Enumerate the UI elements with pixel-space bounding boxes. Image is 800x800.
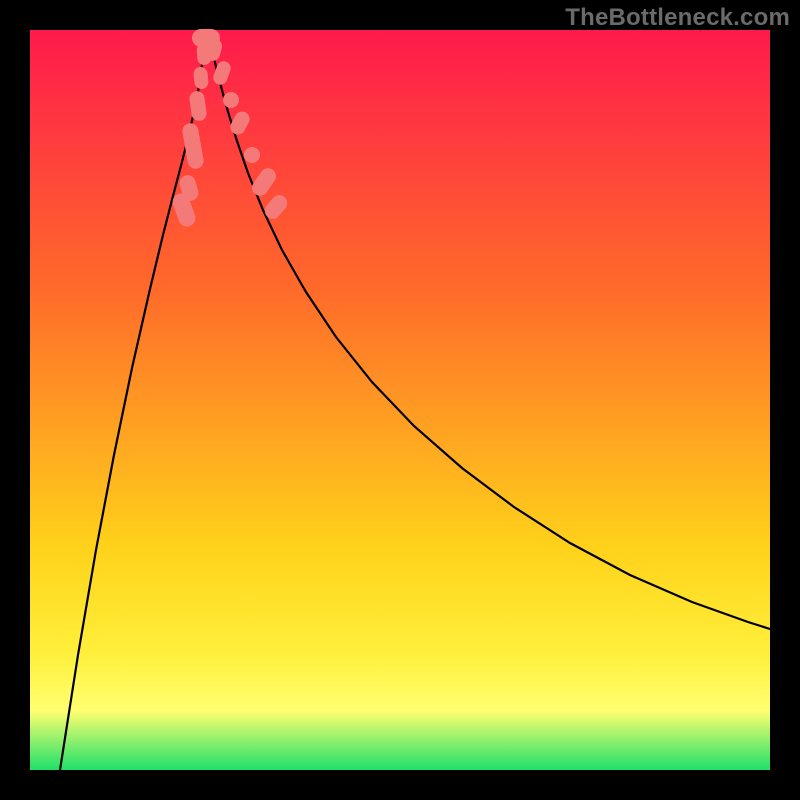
watermark-text: TheBottleneck.com bbox=[565, 4, 790, 32]
bottleneck-chart-canvas: TheBottleneck.com bbox=[0, 0, 800, 800]
chart-svg bbox=[0, 0, 800, 800]
marker-dot bbox=[244, 147, 260, 163]
marker-dot bbox=[223, 92, 239, 108]
plot-area bbox=[30, 30, 770, 770]
